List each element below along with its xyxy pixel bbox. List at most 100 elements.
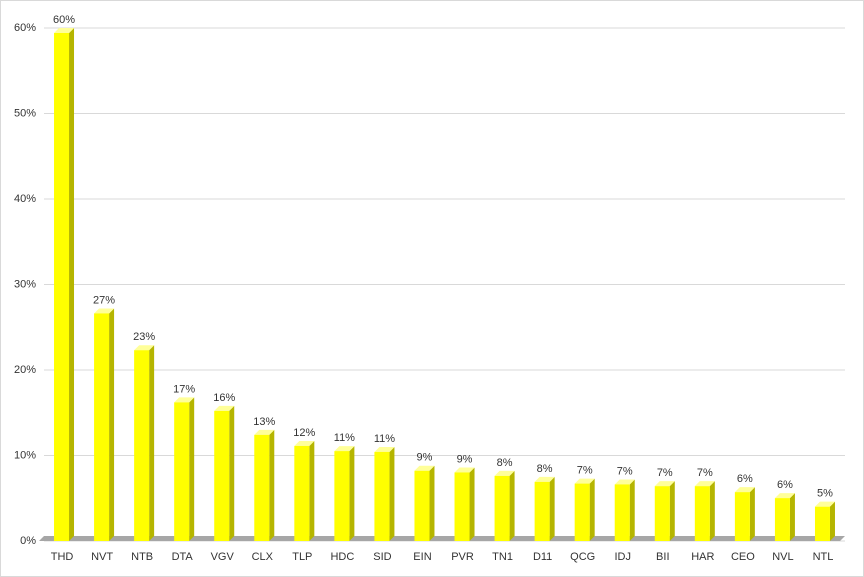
bar-side bbox=[429, 465, 435, 541]
bar-side bbox=[349, 446, 355, 541]
value-label: 23% bbox=[133, 331, 155, 343]
x-tick-label: IDJ bbox=[614, 551, 631, 563]
bar-top bbox=[654, 481, 675, 487]
bar-top bbox=[374, 446, 395, 452]
value-label: 5% bbox=[817, 488, 833, 500]
bar bbox=[334, 451, 350, 541]
bar-top bbox=[534, 476, 555, 482]
bar-top bbox=[574, 478, 595, 484]
bar-side bbox=[829, 501, 835, 541]
bar-top bbox=[774, 493, 795, 499]
y-tick-label: 0% bbox=[20, 535, 36, 547]
bar-top bbox=[294, 440, 315, 446]
bar-top bbox=[214, 405, 235, 411]
bar bbox=[814, 506, 830, 541]
bar-top bbox=[134, 345, 155, 351]
bar-top bbox=[614, 479, 635, 485]
value-label: 8% bbox=[537, 463, 553, 475]
x-tick-label: PVR bbox=[451, 551, 474, 563]
bar-side bbox=[469, 467, 475, 541]
value-label: 7% bbox=[617, 465, 633, 477]
bar bbox=[454, 472, 470, 541]
value-label: 6% bbox=[777, 479, 793, 491]
x-tick-label: CLX bbox=[252, 551, 274, 563]
bar bbox=[574, 483, 590, 541]
bar-top bbox=[174, 397, 195, 403]
bar-side bbox=[389, 446, 395, 541]
bar bbox=[54, 33, 70, 541]
bar-top bbox=[334, 446, 355, 452]
bar bbox=[374, 451, 390, 541]
y-tick-label: 60% bbox=[14, 22, 36, 34]
bar bbox=[734, 492, 750, 541]
y-tick-label: 40% bbox=[14, 193, 36, 205]
bar-top bbox=[454, 467, 475, 473]
bar-top bbox=[734, 487, 755, 493]
bar-side bbox=[189, 397, 195, 541]
value-label: 9% bbox=[457, 453, 473, 465]
value-label: 6% bbox=[737, 473, 753, 485]
value-label: 60% bbox=[53, 14, 75, 26]
value-label: 9% bbox=[417, 452, 433, 464]
x-tick-label: EIN bbox=[413, 551, 431, 563]
bar-side bbox=[749, 487, 755, 541]
value-label: 11% bbox=[374, 433, 395, 445]
bar-side bbox=[669, 481, 675, 541]
bar-side bbox=[789, 493, 795, 541]
bar bbox=[254, 434, 270, 541]
value-label: 7% bbox=[697, 467, 713, 479]
x-tick-label: SID bbox=[373, 551, 391, 563]
bar bbox=[414, 470, 430, 541]
bar-side bbox=[69, 28, 75, 541]
value-label: 27% bbox=[93, 294, 115, 306]
bar-side bbox=[509, 470, 515, 541]
x-tick-label: THD bbox=[51, 551, 74, 563]
bar-side bbox=[229, 405, 235, 541]
bar-side bbox=[709, 481, 715, 541]
y-tick-label: 20% bbox=[14, 364, 36, 376]
bar bbox=[134, 350, 150, 541]
x-tick-label: HAR bbox=[691, 551, 714, 563]
x-tick-label: NVT bbox=[91, 551, 113, 563]
bar-side bbox=[549, 476, 555, 541]
bar bbox=[534, 481, 550, 541]
x-tick-label: QCG bbox=[570, 551, 595, 563]
bar-top bbox=[494, 470, 515, 476]
x-tick-label: NTB bbox=[131, 551, 153, 563]
x-tick-label: HDC bbox=[330, 551, 354, 563]
bar-side bbox=[589, 478, 595, 541]
value-label: 8% bbox=[497, 457, 513, 469]
y-tick-label: 30% bbox=[14, 278, 36, 290]
bar-top bbox=[94, 308, 115, 314]
bar-top bbox=[694, 481, 715, 487]
value-label: 7% bbox=[577, 464, 593, 476]
x-tick-label: TLP bbox=[292, 551, 312, 563]
x-tick-label: DTA bbox=[172, 551, 194, 563]
bar-side bbox=[109, 308, 115, 541]
y-tick-label: 50% bbox=[14, 107, 36, 119]
floor bbox=[39, 536, 845, 541]
bar-top bbox=[254, 429, 275, 435]
bar bbox=[174, 402, 190, 541]
bar bbox=[494, 475, 510, 541]
value-label: 17% bbox=[173, 383, 195, 395]
bar-side bbox=[149, 345, 155, 541]
y-tick-label: 10% bbox=[14, 449, 36, 461]
x-tick-label: CEO bbox=[731, 551, 755, 563]
value-label: 7% bbox=[657, 467, 673, 479]
bar bbox=[654, 486, 670, 541]
bar bbox=[774, 498, 790, 541]
bar-top bbox=[814, 501, 835, 507]
bar-top bbox=[54, 28, 75, 33]
bar-top bbox=[414, 465, 435, 471]
bar-side bbox=[269, 429, 275, 541]
x-tick-label: VGV bbox=[211, 551, 235, 563]
x-tick-label: NTL bbox=[813, 551, 834, 563]
value-label: 16% bbox=[213, 392, 235, 404]
bar bbox=[694, 486, 710, 541]
value-label: 11% bbox=[334, 432, 355, 444]
bar bbox=[294, 445, 310, 541]
bar-side bbox=[309, 440, 315, 541]
